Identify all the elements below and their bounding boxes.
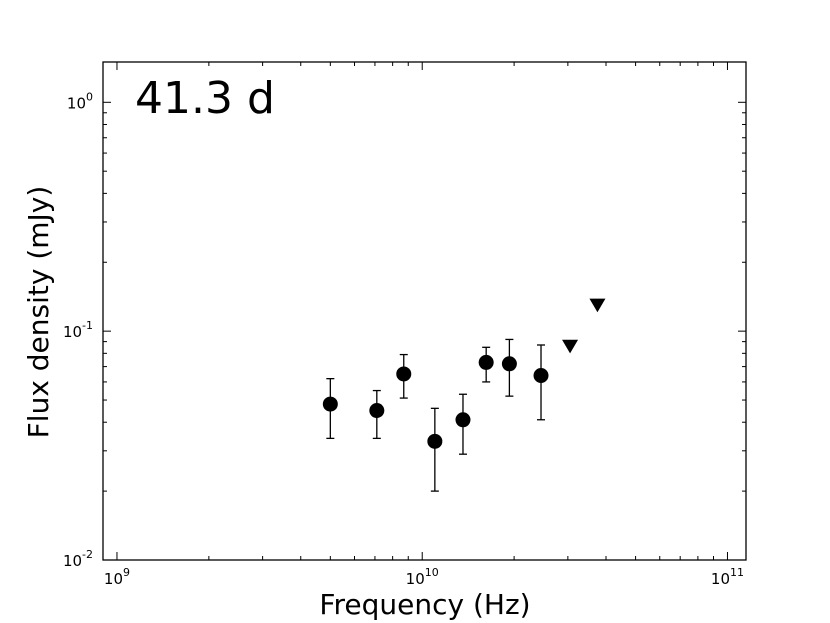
x-tick-label: 1010 <box>406 566 439 588</box>
chart-annotation: 41.3 d <box>135 73 275 124</box>
plot-area <box>102 61 747 561</box>
data-point <box>478 354 494 370</box>
upper-limit-marker <box>589 298 606 313</box>
y-tick-label: 10-1 <box>63 319 93 341</box>
upper-limit-marker <box>562 339 579 354</box>
y-tick-label: 10-2 <box>63 548 93 570</box>
data-point <box>396 366 412 382</box>
tick-layer: 109 1010 1011 10-2 10-1 100 <box>63 62 746 588</box>
data-point <box>322 396 338 412</box>
data-point <box>501 356 517 372</box>
x-axis-label: Frequency (Hz) <box>319 588 530 621</box>
data-point <box>455 412 471 428</box>
x-tick-label: 1011 <box>711 566 744 588</box>
y-tick-label: 100 <box>67 90 93 112</box>
data-point <box>427 433 443 449</box>
marks-layer <box>322 298 606 492</box>
y-axis-label: Flux density (mJy) <box>22 186 55 439</box>
data-point <box>369 403 385 419</box>
x-tick-label: 109 <box>104 566 130 588</box>
data-point <box>533 368 549 384</box>
